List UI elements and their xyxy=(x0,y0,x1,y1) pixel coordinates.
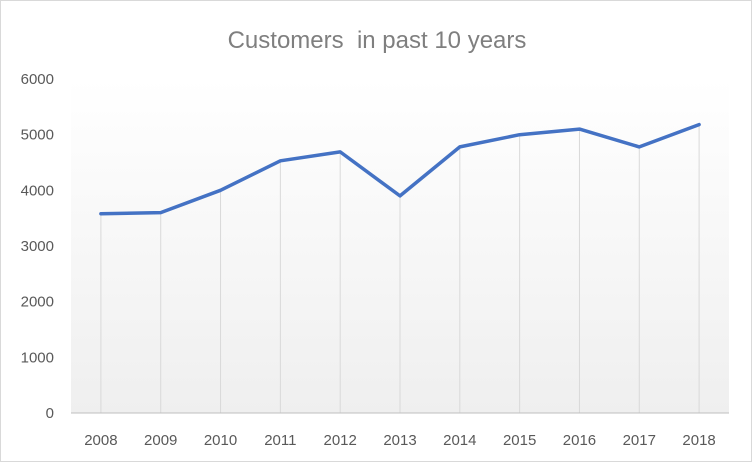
x-tick-label: 2017 xyxy=(623,432,656,449)
y-axis-ticks: 0 1000 2000 3000 4000 5000 6000 xyxy=(21,71,54,422)
x-tick-label: 2009 xyxy=(144,432,177,449)
x-tick-label: 2016 xyxy=(563,432,596,449)
x-tick-label: 2014 xyxy=(443,432,476,449)
chart-title: Customers in past 10 years xyxy=(228,27,527,54)
y-tick-label: 3000 xyxy=(21,238,54,255)
y-tick-label: 2000 xyxy=(21,294,54,311)
x-tick-label: 2011 xyxy=(264,432,296,449)
y-tick-label: 5000 xyxy=(21,127,54,144)
series-line xyxy=(99,122,701,216)
x-tick-label: 2015 xyxy=(503,432,536,449)
x-tick-label: 2018 xyxy=(682,432,715,449)
x-tick-label: 2012 xyxy=(323,432,356,449)
x-tick-label: 2013 xyxy=(383,432,416,449)
x-axis-ticks: 2008 2009 2010 2011 2012 2013 2014 2015 2016 2017… xyxy=(84,432,716,449)
y-tick-label: 6000 xyxy=(21,71,54,88)
y-tick-label: 4000 xyxy=(21,182,54,199)
y-tick-label: 0 xyxy=(46,405,54,422)
x-tick-label: 2010 xyxy=(204,432,237,449)
grid-layer xyxy=(100,124,700,413)
series-layer xyxy=(99,122,701,216)
y-tick-label: 1000 xyxy=(21,349,54,366)
x-tick-label: 2008 xyxy=(84,432,117,449)
